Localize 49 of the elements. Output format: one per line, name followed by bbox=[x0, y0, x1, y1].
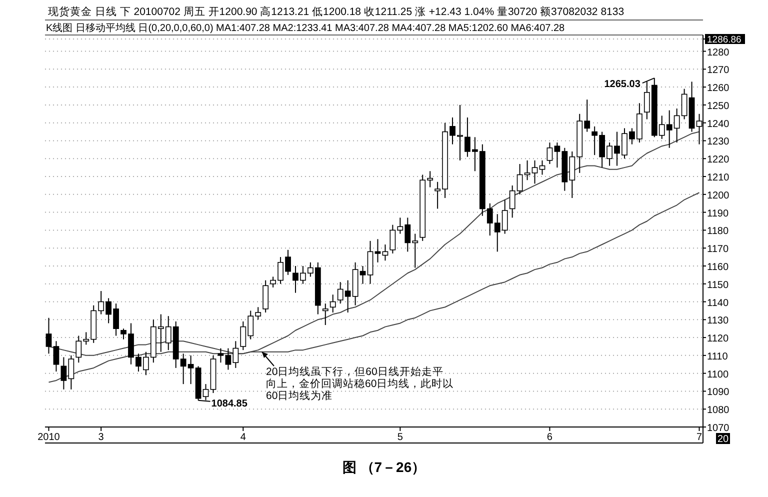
x-tick-label: 7 bbox=[696, 432, 702, 443]
x-tick-label: 4 bbox=[240, 432, 246, 443]
candlestick bbox=[360, 265, 366, 284]
y-tick-label: 1090 bbox=[707, 387, 730, 398]
candlestick bbox=[532, 160, 538, 184]
x-tick-label: 2010 bbox=[38, 432, 60, 443]
x-tick-label: 3 bbox=[98, 432, 104, 443]
y-tick-label: 1080 bbox=[707, 405, 730, 416]
text: 图 （7－26） bbox=[342, 459, 426, 475]
y-tick-label: 1260 bbox=[707, 83, 730, 94]
text: 20 bbox=[717, 434, 729, 445]
y-tick-label: 1140 bbox=[707, 298, 729, 309]
candlestick bbox=[374, 238, 381, 263]
y-tick-label: 1180 bbox=[707, 226, 729, 238]
y-tick-label: 1200 bbox=[707, 190, 730, 202]
y-tick-label: 1150 bbox=[707, 280, 729, 291]
candlestick bbox=[53, 340, 60, 372]
y-tick-label: 1160 bbox=[707, 262, 729, 273]
y-tick-label: 1190 bbox=[707, 208, 729, 220]
annotation: 1084.85 bbox=[211, 398, 248, 410]
chart-subtitle: K线图 日移动平均线 日(0,20,0,0,60,0) MA1:407.28 MA2:1233.41 MA3:407.28 MA4:407.28 MA5:1202.60 MA6:407.28 bbox=[46, 22, 566, 34]
candlestick bbox=[539, 160, 546, 176]
annotation: 1265.03 bbox=[604, 79, 641, 90]
x-tick-label: 5 bbox=[397, 432, 404, 443]
y-tick-label: 1110 bbox=[707, 351, 728, 362]
y-tick-label: 1286.86 bbox=[707, 34, 742, 46]
y-tick-label: 1170 bbox=[707, 244, 729, 256]
annotation: 20日均线虽下行，但60日线开始走平向上，金价回调站稳60日均线，此时以60日均线为准 bbox=[266, 365, 454, 402]
candlestick bbox=[46, 317, 52, 354]
x-tick-label: 6 bbox=[546, 432, 553, 443]
y-tick-label: 1270 bbox=[707, 65, 730, 76]
y-tick-label: 1220 bbox=[707, 154, 730, 166]
candlestick bbox=[218, 348, 224, 364]
chart-title: 现货黄金 日线 下 20100702 周五 开1200.90 高1213.21 低1200.18 收1211.25 涨 +12.43 1.04% 量30720 额37082032 8133 bbox=[48, 5, 624, 18]
y-tick-label: 1240 bbox=[707, 118, 730, 130]
y-tick-label: 1130 bbox=[707, 316, 729, 327]
y-tick-label: 1280 bbox=[707, 47, 730, 58]
y-tick-label: 1120 bbox=[707, 334, 729, 345]
candlestick bbox=[322, 303, 328, 326]
y-tick-label: 1070 bbox=[707, 423, 730, 434]
y-tick-label: 1210 bbox=[707, 172, 730, 184]
candlestick bbox=[330, 294, 336, 313]
candlestick bbox=[367, 240, 374, 284]
y-tick-label: 1100 bbox=[707, 369, 729, 380]
candlestick bbox=[524, 160, 530, 181]
y-tick-label: 1230 bbox=[707, 136, 730, 148]
candlestick bbox=[546, 142, 553, 164]
candlestick bbox=[262, 280, 269, 313]
y-tick-label: 1250 bbox=[707, 100, 730, 112]
